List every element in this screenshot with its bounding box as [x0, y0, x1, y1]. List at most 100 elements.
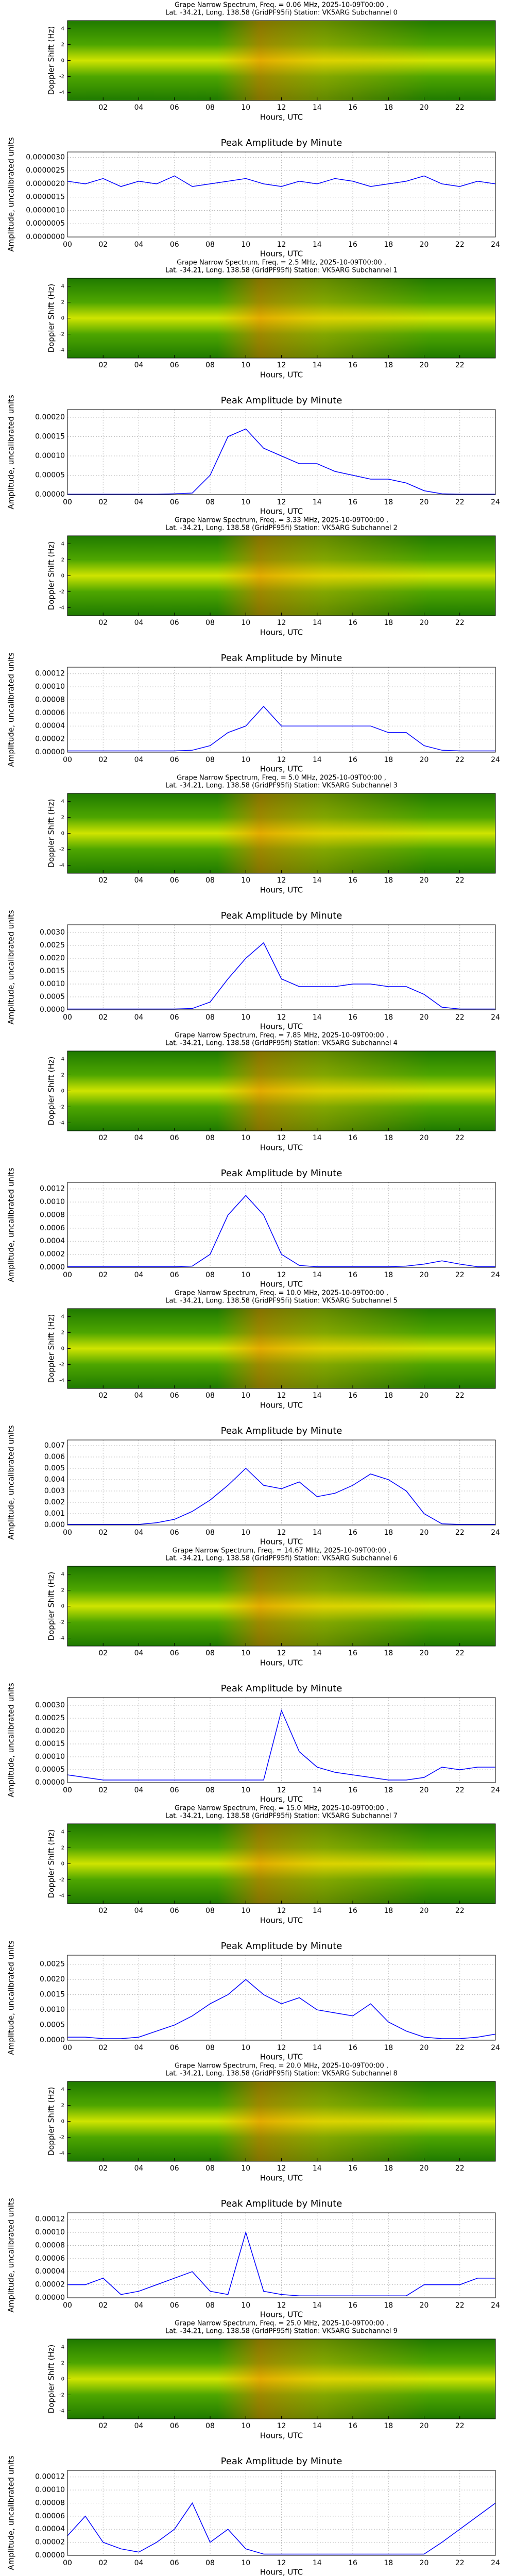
x-tick-label: 22 [455, 1907, 465, 1915]
x-tick-label: 20 [420, 2422, 429, 2430]
x-tick-label: 18 [384, 756, 393, 764]
series-line [67, 1467, 495, 1525]
y-axis-label: Amplitude, uncalibrated units [7, 2198, 16, 2313]
y-tick-label: 2 [61, 557, 64, 563]
y-tick-label: -2 [59, 1362, 64, 1368]
x-tick-label: 04 [134, 1786, 144, 1794]
x-tick-label: 18 [384, 619, 393, 627]
x-tick-label: 22 [455, 1134, 465, 1142]
x-tick-label: 10 [241, 1134, 250, 1142]
x-axis-label: Hours, UTC [260, 765, 303, 774]
series-line [67, 942, 495, 1010]
x-tick-label: 06 [170, 876, 179, 885]
y-tick-label: 0.00012 [35, 2215, 65, 2224]
y-tick-label: 0.00006 [35, 709, 65, 717]
chart-title: Peak Amplitude by Minute [221, 1168, 342, 1179]
y-tick-label: 2 [61, 42, 64, 48]
x-tick-label: 02 [98, 756, 108, 764]
x-tick-label: 02 [98, 2301, 108, 2310]
chart-subtitle: Lat. -34.21, Long. 138.58 (GridPF95fi) S… [165, 524, 398, 532]
x-tick-label: 20 [420, 1134, 429, 1142]
x-tick-label: 14 [313, 756, 322, 764]
x-tick-label: 06 [170, 1529, 179, 1537]
x-tick-label: 18 [384, 1529, 393, 1537]
plot-area [67, 2470, 495, 2555]
y-tick-label: 2 [61, 815, 64, 821]
x-tick-label: 18 [384, 241, 393, 249]
x-tick-label: 20 [420, 619, 429, 627]
y-tick-label: 0.00010 [35, 683, 65, 691]
y-tick-label: 0 [61, 2119, 64, 2125]
y-axis-label: Amplitude, uncalibrated units [7, 910, 16, 1025]
x-tick-label: 06 [170, 2559, 179, 2567]
x-tick-label: 06 [170, 1786, 179, 1794]
y-tick-label: -4 [59, 1121, 64, 1126]
chart-subtitle: Lat. -34.21, Long. 138.58 (GridPF95fi) S… [165, 782, 398, 790]
x-tick-label: 06 [170, 1649, 179, 1657]
y-tick-label: 0.00000 [35, 490, 65, 499]
x-tick-label: 14 [313, 498, 322, 506]
x-tick-label: 18 [384, 104, 393, 112]
x-tick-label: 10 [241, 1271, 250, 1279]
chart-title: Grape Narrow Spectrum, Freq. = 0.06 MHz,… [175, 2, 388, 9]
x-axis-label: Hours, UTC [260, 1537, 303, 1547]
x-tick-label: 16 [348, 1392, 357, 1400]
spectrogram-overlay [67, 1824, 495, 1904]
y-tick-label: -2 [59, 2393, 64, 2398]
chart-title: Grape Narrow Spectrum, Freq. = 10.0 MHz,… [175, 1290, 388, 1297]
x-tick-label: 08 [205, 1013, 215, 1022]
x-tick-label: 22 [455, 2422, 465, 2430]
x-axis-label: Hours, UTC [260, 1022, 303, 1031]
y-axis-label: Doppler Shift (Hz) [47, 1057, 56, 1126]
x-tick-label: 02 [98, 876, 108, 885]
x-tick-label: 10 [241, 2044, 250, 2052]
x-tick-label: 24 [491, 2559, 500, 2567]
x-axis-label: Hours, UTC [260, 2310, 303, 2319]
y-tick-label: -2 [59, 2135, 64, 2141]
x-tick-label: 14 [313, 361, 322, 369]
x-tick-label: 08 [205, 2422, 215, 2430]
x-tick-label: 20 [420, 876, 429, 885]
chart-title: Grape Narrow Spectrum, Freq. = 2.5 MHz, … [177, 259, 386, 267]
x-tick-label: 18 [384, 2301, 393, 2310]
x-tick-label: 06 [170, 2164, 179, 2173]
plot-area [67, 152, 495, 237]
x-axis-label: Hours, UTC [260, 2431, 303, 2441]
plot-frame [67, 409, 496, 495]
x-tick-label: 20 [420, 104, 429, 112]
x-tick-label: 06 [170, 619, 179, 627]
chart-title: Grape Narrow Spectrum, Freq. = 14.67 MHz… [173, 1547, 390, 1555]
y-tick-label: 0.0020 [40, 1975, 65, 1984]
x-tick-label: 12 [277, 2559, 286, 2567]
x-tick-label: 24 [491, 2044, 500, 2052]
x-tick-label: 02 [98, 241, 108, 249]
x-tick-label: 06 [170, 241, 179, 249]
spectrogram-overlay [67, 2339, 495, 2419]
x-tick-label: 14 [313, 241, 322, 249]
y-tick-label: 0 [61, 316, 64, 321]
plot-frame [67, 1697, 496, 1783]
y-axis-label: Amplitude, uncalibrated units [7, 1940, 16, 2055]
y-tick-label: 0.006 [44, 1453, 65, 1461]
chart-title: Peak Amplitude by Minute [221, 2198, 342, 2209]
x-tick-label: 20 [420, 1392, 429, 1400]
y-tick-label: -2 [59, 589, 64, 595]
y-axis-label: Amplitude, uncalibrated units [7, 1683, 16, 1798]
chart-title: Peak Amplitude by Minute [221, 138, 342, 148]
x-tick-label: 04 [134, 2422, 144, 2430]
x-tick-label: 02 [98, 619, 108, 627]
y-tick-label: -2 [59, 74, 64, 80]
y-tick-label: 0.004 [44, 1476, 65, 1484]
y-tick-label: 2 [61, 2361, 64, 2366]
x-tick-label: 04 [134, 1013, 144, 1022]
x-tick-label: 22 [455, 2301, 465, 2310]
y-tick-label: -2 [59, 1620, 64, 1625]
y-tick-label: 2 [61, 1588, 64, 1594]
x-tick-label: 00 [63, 756, 72, 764]
x-tick-label: 02 [98, 1529, 108, 1537]
x-tick-label: 24 [491, 1786, 500, 1794]
x-tick-label: 12 [277, 361, 286, 369]
y-tick-label: 0 [61, 1604, 64, 1609]
chart-title: Grape Narrow Spectrum, Freq. = 20.0 MHz,… [175, 2062, 388, 2070]
x-tick-label: 12 [277, 1392, 286, 1400]
